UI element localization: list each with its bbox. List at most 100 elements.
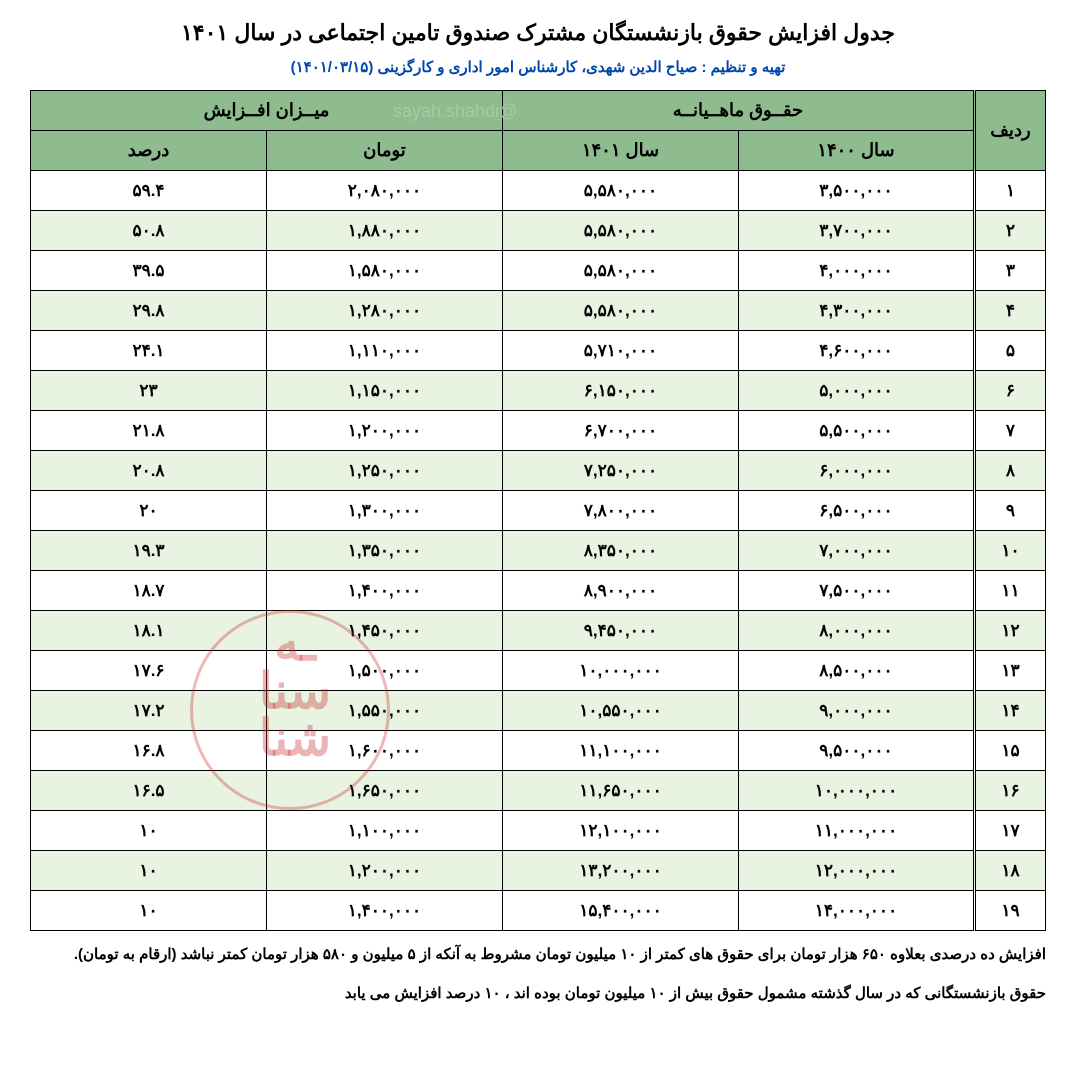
cell-toman: ۱,۴۰۰,۰۰۰: [267, 891, 503, 931]
header-increase-group: میــزان افــزایش: [31, 91, 503, 131]
cell-year-1401: ۸,۳۵۰,۰۰۰: [502, 531, 738, 571]
cell-index: ۱۱: [974, 571, 1045, 611]
cell-percent: ۲۰: [31, 491, 267, 531]
header-year-1400: سال ۱۴۰۰: [738, 131, 974, 171]
cell-index: ۵: [974, 331, 1045, 371]
cell-year-1400: ۶,۵۰۰,۰۰۰: [738, 491, 974, 531]
header-toman: تومان: [267, 131, 503, 171]
cell-year-1401: ۱۲,۱۰۰,۰۰۰: [502, 811, 738, 851]
cell-year-1401: ۹,۴۵۰,۰۰۰: [502, 611, 738, 651]
cell-year-1400: ۱۱,۰۰۰,۰۰۰: [738, 811, 974, 851]
table-row: ۱۱۷,۵۰۰,۰۰۰۸,۹۰۰,۰۰۰۱,۴۰۰,۰۰۰۱۸.۷: [31, 571, 1046, 611]
cell-index: ۱: [974, 171, 1045, 211]
cell-year-1401: ۸,۹۰۰,۰۰۰: [502, 571, 738, 611]
cell-percent: ۱۹.۳: [31, 531, 267, 571]
cell-toman: ۱,۵۸۰,۰۰۰: [267, 251, 503, 291]
cell-percent: ۱۸.۷: [31, 571, 267, 611]
cell-year-1400: ۸,۰۰۰,۰۰۰: [738, 611, 974, 651]
header-monthly-label: حقــوق ماهــیانــه: [673, 100, 803, 120]
cell-percent: ۱۰: [31, 891, 267, 931]
table-row: ۷۵,۵۰۰,۰۰۰۶,۷۰۰,۰۰۰۱,۲۰۰,۰۰۰۲۱.۸: [31, 411, 1046, 451]
cell-percent: ۵۰.۸: [31, 211, 267, 251]
cell-index: ۱۶: [974, 771, 1045, 811]
table-row: ۵۴,۶۰۰,۰۰۰۵,۷۱۰,۰۰۰۱,۱۱۰,۰۰۰۲۴.۱: [31, 331, 1046, 371]
table-row: ۱۳۸,۵۰۰,۰۰۰۱۰,۰۰۰,۰۰۰۱,۵۰۰,۰۰۰۱۷.۶: [31, 651, 1046, 691]
cell-index: ۶: [974, 371, 1045, 411]
table-row: ۱۰۷,۰۰۰,۰۰۰۸,۳۵۰,۰۰۰۱,۳۵۰,۰۰۰۱۹.۳: [31, 531, 1046, 571]
table-row: ۸۶,۰۰۰,۰۰۰۷,۲۵۰,۰۰۰۱,۲۵۰,۰۰۰۲۰.۸: [31, 451, 1046, 491]
cell-percent: ۱۰: [31, 851, 267, 891]
cell-percent: ۲۹.۸: [31, 291, 267, 331]
cell-index: ۱۵: [974, 731, 1045, 771]
table-row: ۱۶۱۰,۰۰۰,۰۰۰۱۱,۶۵۰,۰۰۰۱,۶۵۰,۰۰۰۱۶.۵: [31, 771, 1046, 811]
page-title: جدول افزایش حقوق بازنشستگان مشترک صندوق …: [30, 20, 1046, 46]
cell-index: ۳: [974, 251, 1045, 291]
table-row: ۱۴۹,۰۰۰,۰۰۰۱۰,۵۵۰,۰۰۰۱,۵۵۰,۰۰۰۱۷.۲: [31, 691, 1046, 731]
header-row-index: ردیف: [974, 91, 1045, 171]
page-subtitle: تهیه و تنظیم : صیاح الدین شهدی، کارشناس …: [30, 58, 1046, 76]
cell-toman: ۱,۱۱۰,۰۰۰: [267, 331, 503, 371]
cell-toman: ۱,۵۰۰,۰۰۰: [267, 651, 503, 691]
cell-year-1400: ۵,۵۰۰,۰۰۰: [738, 411, 974, 451]
cell-percent: ۱۷.۶: [31, 651, 267, 691]
header-monthly-group: حقــوق ماهــیانــه @sayah.shahdi: [502, 91, 974, 131]
cell-year-1401: ۱۱,۶۵۰,۰۰۰: [502, 771, 738, 811]
cell-percent: ۲۰.۸: [31, 451, 267, 491]
cell-year-1400: ۴,۶۰۰,۰۰۰: [738, 331, 974, 371]
cell-percent: ۱۸.۱: [31, 611, 267, 651]
cell-toman: ۱,۴۰۰,۰۰۰: [267, 571, 503, 611]
cell-toman: ۱,۳۵۰,۰۰۰: [267, 531, 503, 571]
cell-year-1401: ۱۰,۰۰۰,۰۰۰: [502, 651, 738, 691]
cell-toman: ۲,۰۸۰,۰۰۰: [267, 171, 503, 211]
cell-percent: ۲۱.۸: [31, 411, 267, 451]
cell-percent: ۳۹.۵: [31, 251, 267, 291]
table-row: ۱۹۱۴,۰۰۰,۰۰۰۱۵,۴۰۰,۰۰۰۱,۴۰۰,۰۰۰۱۰: [31, 891, 1046, 931]
table-row: ۱۲۸,۰۰۰,۰۰۰۹,۴۵۰,۰۰۰۱,۴۵۰,۰۰۰۱۸.۱: [31, 611, 1046, 651]
cell-percent: ۲۴.۱: [31, 331, 267, 371]
cell-year-1400: ۷,۵۰۰,۰۰۰: [738, 571, 974, 611]
cell-percent: ۱۶.۸: [31, 731, 267, 771]
cell-index: ۷: [974, 411, 1045, 451]
cell-year-1401: ۶,۷۰۰,۰۰۰: [502, 411, 738, 451]
cell-year-1400: ۴,۳۰۰,۰۰۰: [738, 291, 974, 331]
cell-toman: ۱,۶۵۰,۰۰۰: [267, 771, 503, 811]
cell-year-1401: ۱۱,۱۰۰,۰۰۰: [502, 731, 738, 771]
table-row: ۶۵,۰۰۰,۰۰۰۶,۱۵۰,۰۰۰۱,۱۵۰,۰۰۰۲۳: [31, 371, 1046, 411]
cell-percent: ۵۹.۴: [31, 171, 267, 211]
footnote-2: حقوق بازنشستگانی که در سال گذشته مشمول ح…: [30, 980, 1046, 1009]
table-row: ۴۴,۳۰۰,۰۰۰۵,۵۸۰,۰۰۰۱,۲۸۰,۰۰۰۲۹.۸: [31, 291, 1046, 331]
cell-year-1400: ۹,۵۰۰,۰۰۰: [738, 731, 974, 771]
cell-percent: ۱۷.۲: [31, 691, 267, 731]
cell-year-1400: ۵,۰۰۰,۰۰۰: [738, 371, 974, 411]
cell-year-1400: ۱۲,۰۰۰,۰۰۰: [738, 851, 974, 891]
table-row: ۳۴,۰۰۰,۰۰۰۵,۵۸۰,۰۰۰۱,۵۸۰,۰۰۰۳۹.۵: [31, 251, 1046, 291]
cell-year-1400: ۱۴,۰۰۰,۰۰۰: [738, 891, 974, 931]
table-row: ۱۵۹,۵۰۰,۰۰۰۱۱,۱۰۰,۰۰۰۱,۶۰۰,۰۰۰۱۶.۸: [31, 731, 1046, 771]
cell-year-1401: ۷,۸۰۰,۰۰۰: [502, 491, 738, 531]
cell-toman: ۱,۶۰۰,۰۰۰: [267, 731, 503, 771]
cell-toman: ۱,۲۰۰,۰۰۰: [267, 411, 503, 451]
cell-year-1401: ۵,۵۸۰,۰۰۰: [502, 291, 738, 331]
cell-year-1400: ۱۰,۰۰۰,۰۰۰: [738, 771, 974, 811]
cell-year-1400: ۳,۵۰۰,۰۰۰: [738, 171, 974, 211]
cell-index: ۱۷: [974, 811, 1045, 851]
cell-index: ۱۸: [974, 851, 1045, 891]
cell-percent: ۱۰: [31, 811, 267, 851]
cell-index: ۲: [974, 211, 1045, 251]
cell-year-1400: ۹,۰۰۰,۰۰۰: [738, 691, 974, 731]
cell-index: ۸: [974, 451, 1045, 491]
cell-year-1401: ۵,۷۱۰,۰۰۰: [502, 331, 738, 371]
cell-toman: ۱,۲۰۰,۰۰۰: [267, 851, 503, 891]
cell-year-1400: ۸,۵۰۰,۰۰۰: [738, 651, 974, 691]
cell-year-1401: ۵,۵۸۰,۰۰۰: [502, 171, 738, 211]
cell-year-1401: ۱۳,۲۰۰,۰۰۰: [502, 851, 738, 891]
cell-index: ۱۹: [974, 891, 1045, 931]
cell-year-1400: ۷,۰۰۰,۰۰۰: [738, 531, 974, 571]
cell-year-1400: ۶,۰۰۰,۰۰۰: [738, 451, 974, 491]
cell-year-1401: ۷,۲۵۰,۰۰۰: [502, 451, 738, 491]
table-row: ۱۷۱۱,۰۰۰,۰۰۰۱۲,۱۰۰,۰۰۰۱,۱۰۰,۰۰۰۱۰: [31, 811, 1046, 851]
cell-year-1401: ۶,۱۵۰,۰۰۰: [502, 371, 738, 411]
cell-toman: ۱,۸۸۰,۰۰۰: [267, 211, 503, 251]
table-body: ۱۳,۵۰۰,۰۰۰۵,۵۸۰,۰۰۰۲,۰۸۰,۰۰۰۵۹.۴۲۳,۷۰۰,۰…: [31, 171, 1046, 931]
cell-percent: ۱۶.۵: [31, 771, 267, 811]
